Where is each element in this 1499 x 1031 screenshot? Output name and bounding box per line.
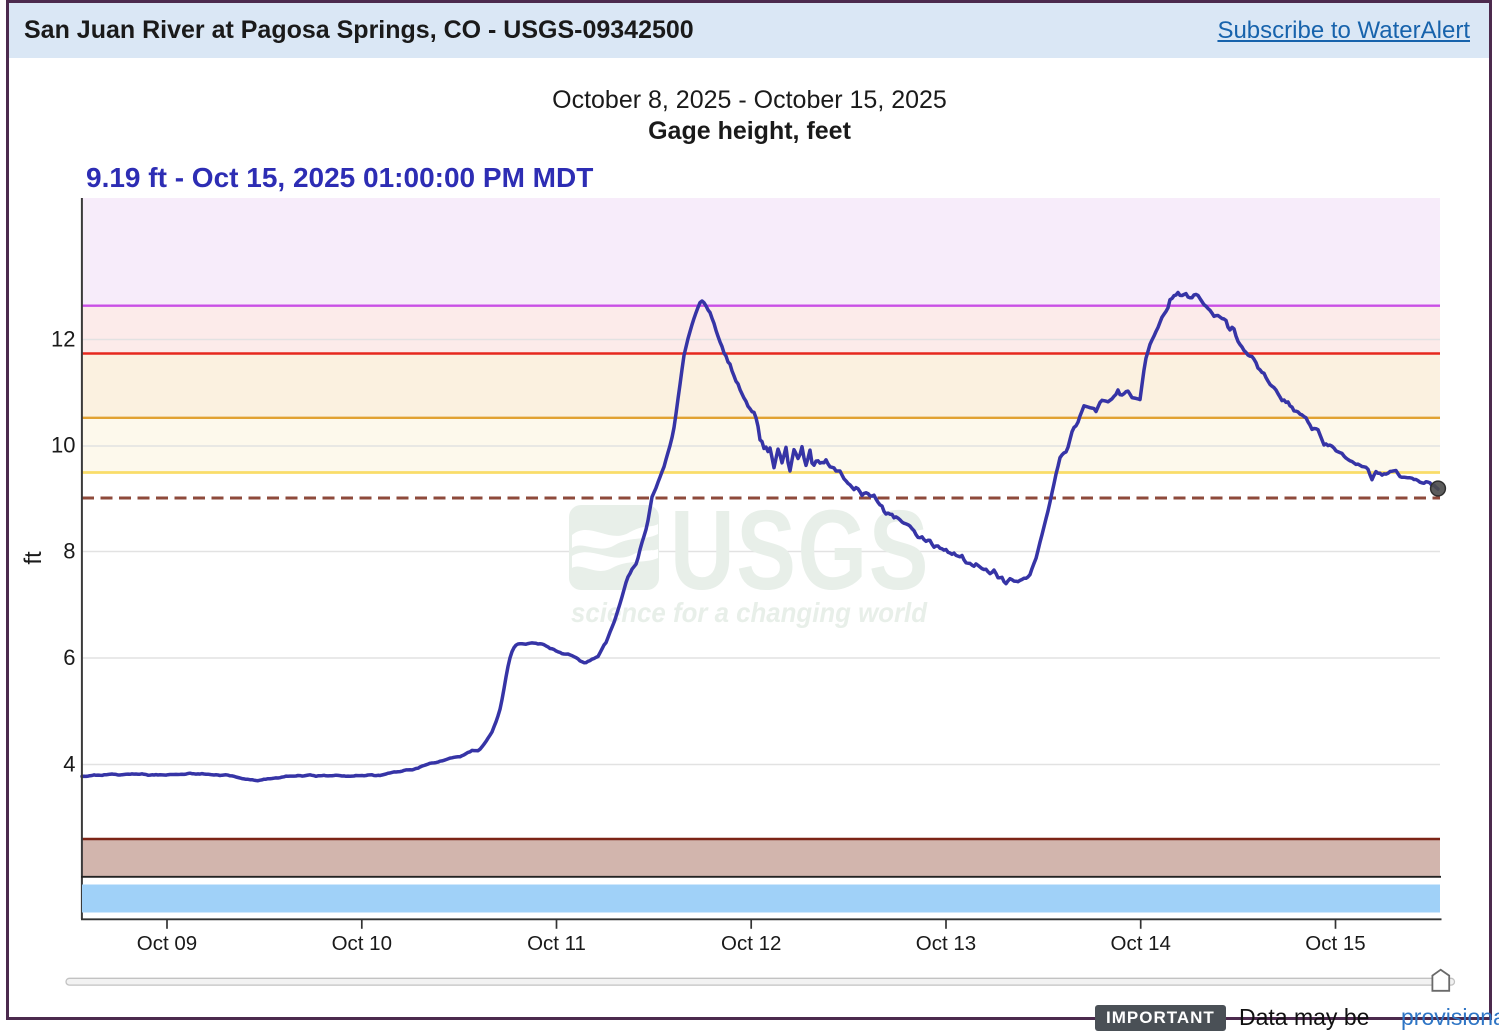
svg-text:ft: ft: [20, 551, 47, 565]
svg-text:Oct 12: Oct 12: [721, 932, 781, 955]
svg-text:12: 12: [51, 327, 75, 352]
svg-text:USGS: USGS: [670, 487, 930, 613]
svg-text:10: 10: [51, 433, 75, 458]
svg-text:Oct 11: Oct 11: [527, 932, 586, 955]
svg-text:Oct 09: Oct 09: [137, 932, 197, 955]
svg-text:4: 4: [63, 752, 75, 777]
svg-text:Oct 15: Oct 15: [1305, 932, 1365, 955]
svg-text:science for a changing world: science for a changing world: [571, 597, 928, 628]
svg-text:Oct 14: Oct 14: [1111, 932, 1171, 955]
svg-text:6: 6: [63, 645, 75, 670]
svg-text:Oct 10: Oct 10: [332, 932, 392, 955]
svg-text:Oct 13: Oct 13: [916, 932, 976, 955]
svg-text:8: 8: [63, 539, 75, 564]
